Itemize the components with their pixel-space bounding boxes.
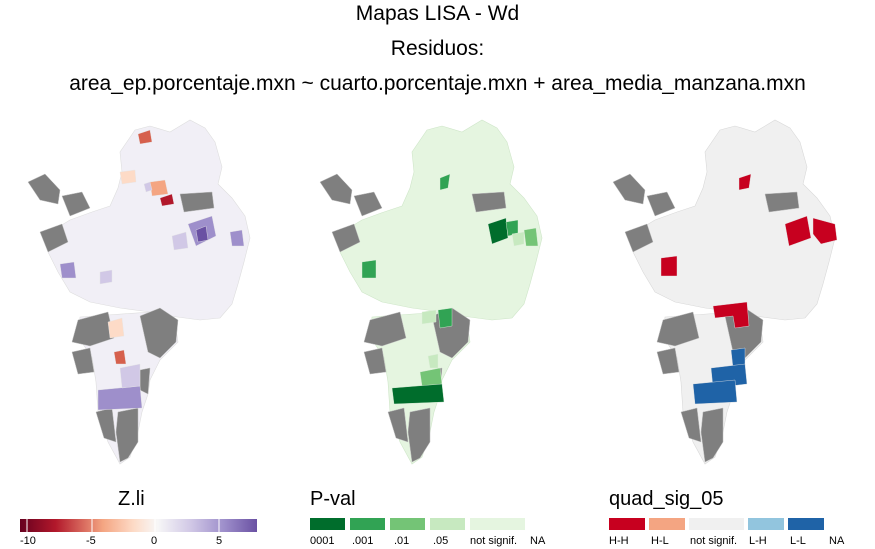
legend-quad-label: H-L: [651, 535, 669, 547]
legend-pval-label: .001: [352, 535, 374, 547]
legend-pval-title: P-val: [310, 488, 356, 510]
map-na-areas: [27, 173, 215, 463]
map-panel-quad: [612, 119, 838, 465]
map-panel-zli: [27, 119, 251, 465]
map-zli-values: [59, 129, 245, 411]
map-city-outline: [47, 119, 251, 321]
map-base: [632, 119, 836, 465]
legend-zli-tick: 5: [216, 535, 223, 547]
map-quad-values: [660, 173, 838, 405]
legend-quad-swatch: [828, 518, 864, 530]
legend-pval-swatch: [310, 518, 345, 530]
legend-zli-tick: -5: [86, 535, 96, 547]
model-formula: area_ep.porcentaje.mxn ~ cuarto.porcenta…: [69, 72, 806, 95]
legend-quad-label: NA: [829, 535, 845, 547]
legend-zli-title: Z.li: [118, 488, 145, 510]
map-city-outline: [632, 119, 836, 321]
map-title: Mapas LISA - Wd: [355, 2, 520, 25]
legend-pval-swatch: [470, 518, 525, 530]
legend-quad-swatch: [649, 518, 685, 530]
map-subtitle: Residuos:: [390, 37, 485, 60]
map-panel-pval: [319, 119, 543, 465]
legend-quad-swatch: [788, 518, 824, 530]
map-base: [339, 119, 543, 465]
legend-quad-swatch: [609, 518, 645, 530]
legend-pval-swatch: [350, 518, 385, 530]
legend-pval-label: .01: [394, 535, 410, 547]
legend-quad-label: L-L: [790, 535, 806, 547]
legend-zli-tick: -10: [20, 535, 36, 547]
legend-quad-swatch: [689, 518, 744, 530]
legend-quad-label: H-H: [609, 535, 629, 547]
legend-quad-label: not signif.: [690, 535, 738, 547]
legend-pval-swatch: [390, 518, 425, 530]
legend-zli-tick: 0: [151, 535, 158, 547]
legend-quad-swatch: [748, 518, 784, 530]
legend-pval-label: 0001: [310, 535, 335, 547]
legend-pval-label: not signif.: [470, 535, 518, 547]
legend-pval-label: .05: [433, 535, 449, 547]
legend-pval-label: NA: [530, 535, 546, 547]
legend-pval-swatch: [430, 518, 465, 530]
map-base: [47, 119, 251, 465]
map-pval-values: [361, 173, 539, 405]
legend-quad-label: L-H: [749, 535, 767, 547]
map-na-areas: [612, 173, 800, 463]
map-city-outline: [339, 119, 543, 321]
legend-quad-title: quad_sig_05: [609, 488, 724, 510]
legend-zli-colorbar: [20, 519, 257, 532]
